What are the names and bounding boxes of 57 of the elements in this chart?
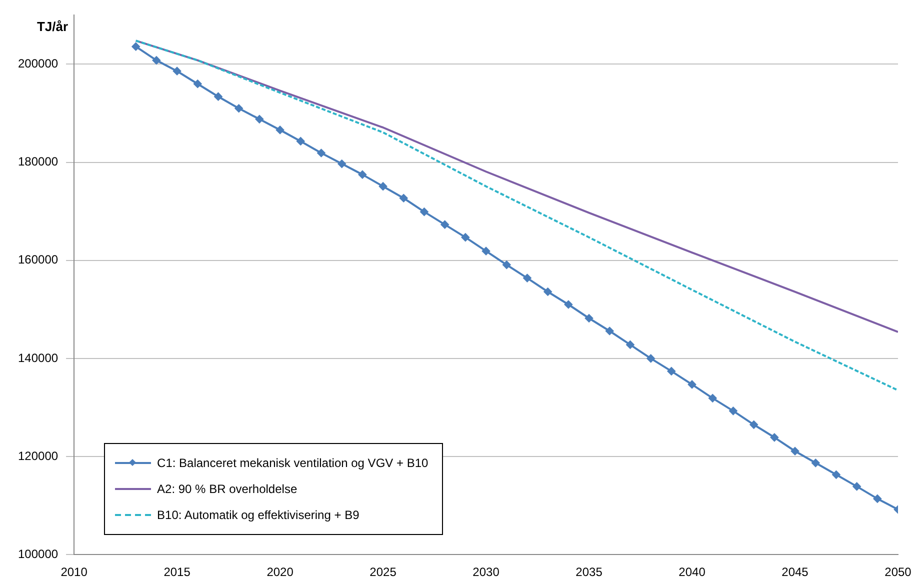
x-tick-label: 2050 — [884, 565, 912, 580]
x-tick-label: 2010 — [60, 565, 88, 580]
legend-label: C1: Balanceret mekanisk ventilation og VGV + B10 — [157, 456, 428, 470]
y-tick-label: 180000 — [18, 154, 58, 169]
point — [317, 148, 326, 157]
point — [750, 420, 758, 429]
point — [420, 208, 428, 216]
point — [234, 104, 243, 112]
point — [502, 260, 511, 269]
point — [276, 126, 284, 134]
point — [873, 494, 882, 503]
point — [626, 340, 634, 349]
line-series — [134, 40, 898, 392]
point — [708, 394, 717, 402]
point — [194, 80, 202, 88]
x-tick-label: 2020 — [266, 565, 294, 580]
point — [379, 182, 388, 190]
point — [688, 380, 696, 388]
point — [255, 115, 264, 124]
point — [729, 406, 738, 415]
point — [770, 433, 778, 442]
x-tick-label: 2025 — [370, 565, 397, 580]
point — [338, 160, 346, 168]
y-tick-label: 100000 — [18, 546, 58, 561]
point — [173, 67, 182, 76]
x-tick-label: 2045 — [782, 565, 809, 580]
point — [667, 367, 676, 376]
y-tick-label: 160000 — [18, 252, 58, 267]
point — [812, 458, 820, 467]
point — [791, 447, 800, 456]
point — [214, 92, 222, 101]
point — [852, 482, 861, 490]
point — [461, 233, 470, 242]
point — [832, 470, 840, 479]
point — [400, 194, 408, 202]
point — [523, 274, 532, 282]
point — [358, 170, 366, 179]
point — [132, 42, 140, 51]
point — [564, 300, 572, 309]
point — [585, 314, 594, 322]
y-tick-label: 140000 — [18, 350, 58, 365]
x-tick-label: 2035 — [576, 565, 603, 580]
x-tick-label: 2030 — [472, 565, 500, 580]
y-axis-title: TJ/år — [36, 18, 68, 34]
point — [482, 247, 490, 256]
y-tick-label: 200000 — [18, 56, 58, 71]
x-tick-label: 2015 — [164, 565, 191, 580]
point — [440, 220, 449, 229]
legend-label: B10: Automatik og effektivisering + B9 — [157, 508, 360, 522]
y-tick-label: 120000 — [18, 448, 58, 463]
point — [152, 56, 160, 64]
legend-label: A2: 90 % BR overholdelse — [157, 482, 298, 496]
point — [646, 354, 655, 362]
point — [606, 326, 614, 335]
point — [544, 288, 552, 296]
x-tick-label: 2040 — [678, 565, 706, 580]
point — [296, 137, 305, 146]
